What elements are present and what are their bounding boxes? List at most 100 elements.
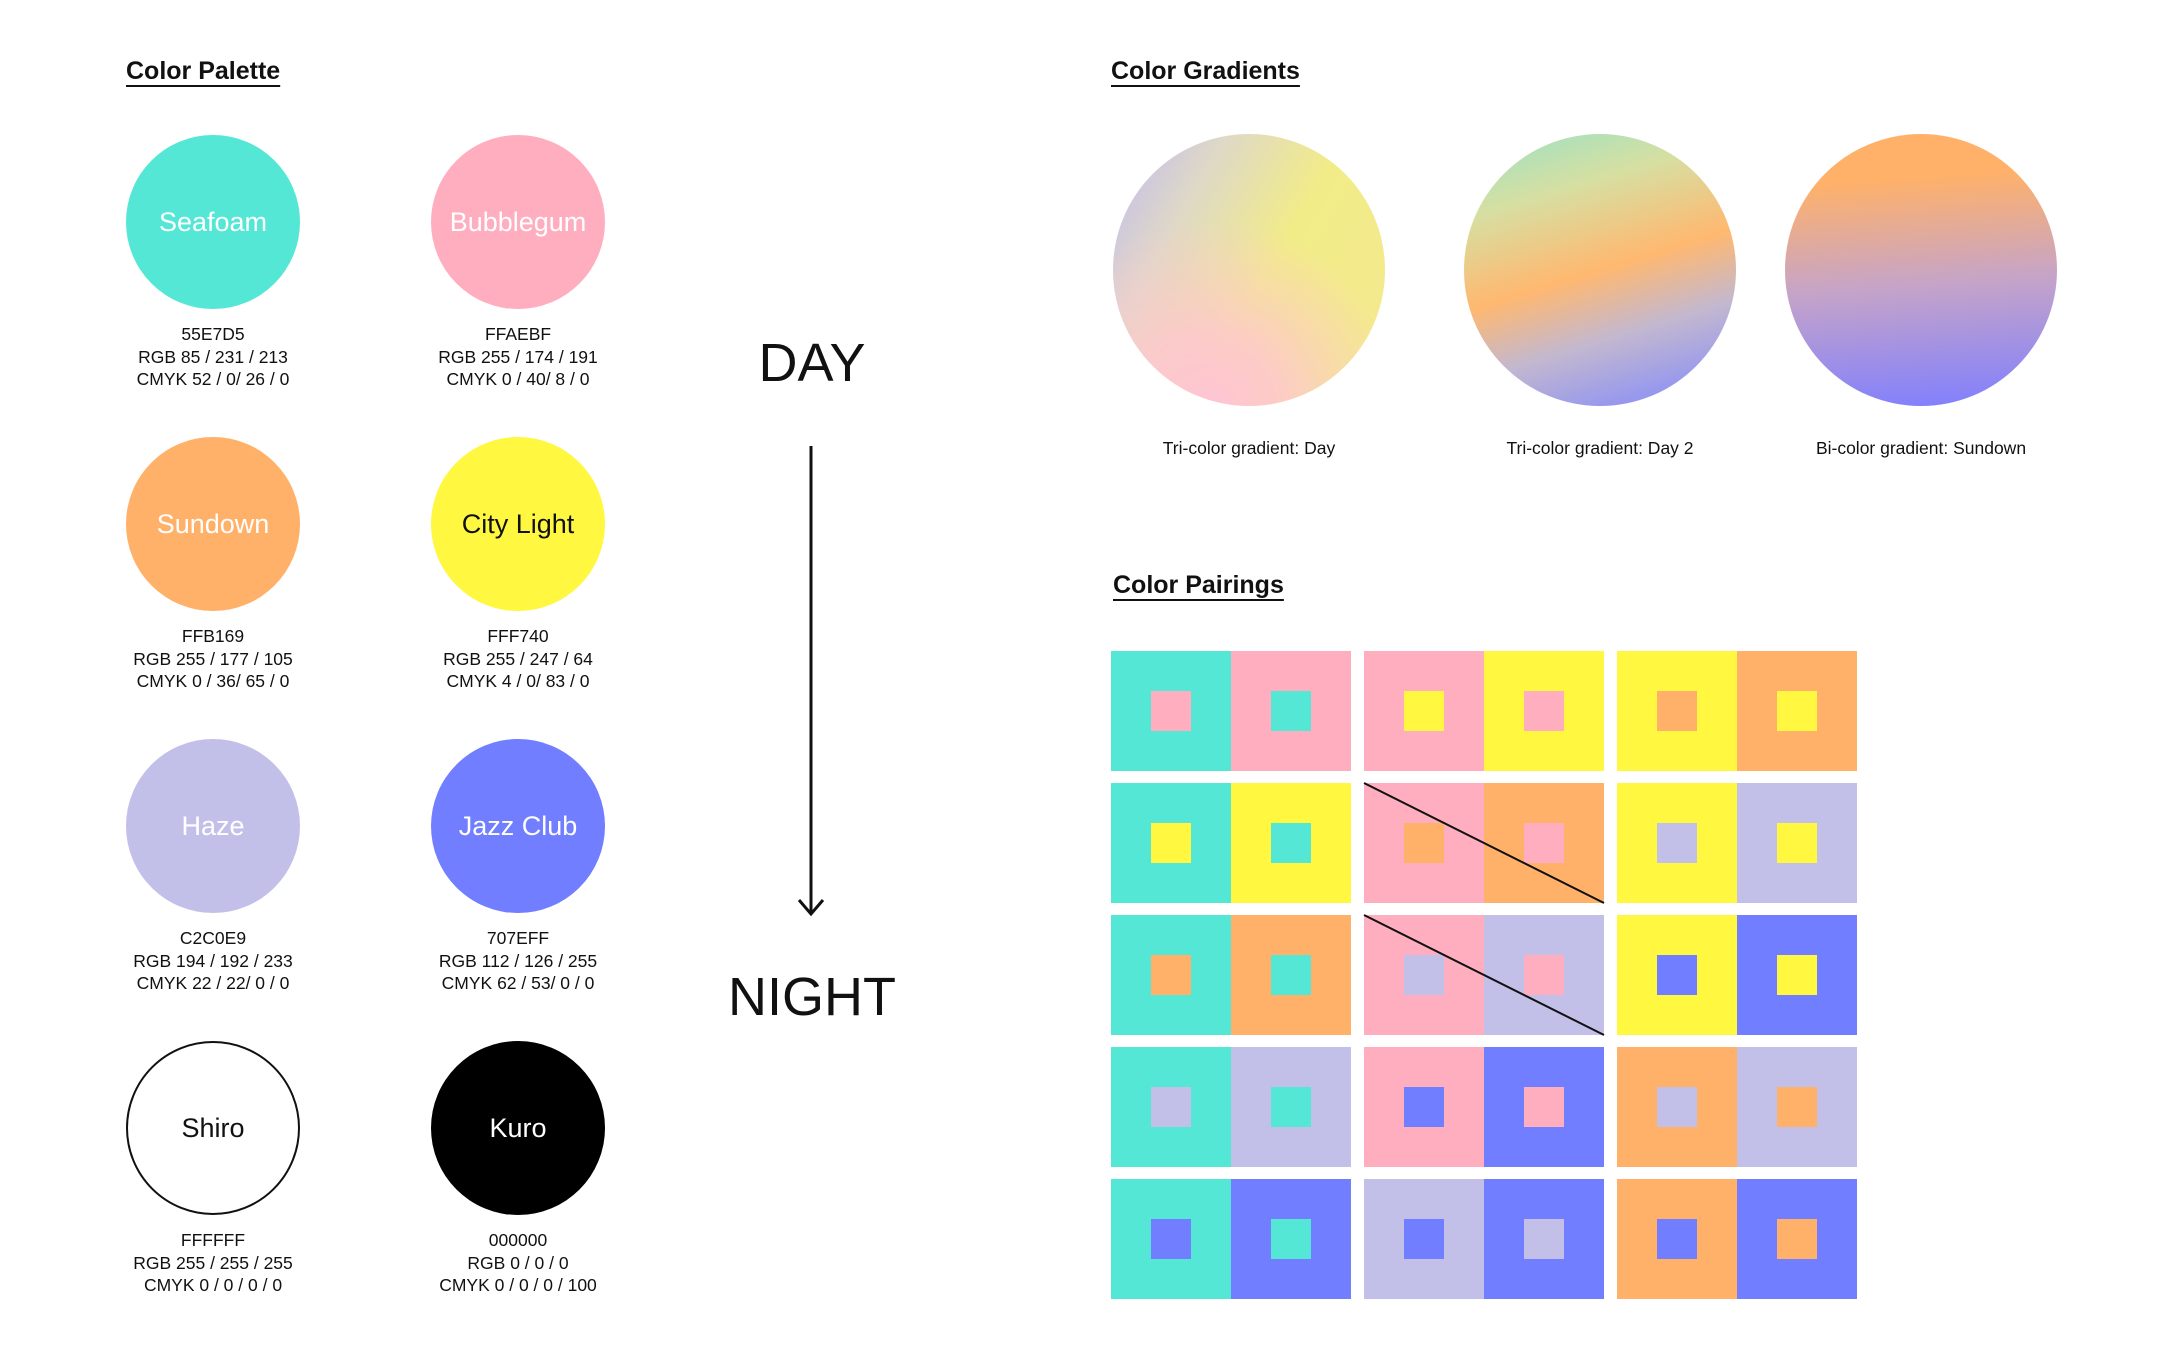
pairing-tile [1737, 915, 1857, 1035]
pairing-inner-square [1777, 691, 1817, 731]
swatch-info-bubblegum: FFAEBF RGB 255 / 174 / 191 CMYK 0 / 40/ 8 … [398, 323, 638, 391]
swatch-hex: 707EFF [486, 928, 550, 948]
pairing-inner-square [1151, 823, 1191, 863]
pairing-tile [1111, 915, 1231, 1035]
swatch-name: Haze [181, 810, 245, 841]
pairing-inner-square [1271, 691, 1311, 731]
pairing-tile [1737, 651, 1857, 771]
pairing-tile [1484, 1179, 1604, 1299]
pairing-inner-square [1657, 691, 1697, 731]
gradient-day [1113, 134, 1385, 406]
pairing-inner-square [1271, 823, 1311, 863]
pairing-inner-square [1524, 1219, 1564, 1259]
pairing-inner-square [1777, 1087, 1817, 1127]
swatch-rgb: RGB 0 / 0 / 0 [467, 1252, 569, 1273]
swatch-sundown: Sundown [126, 437, 300, 611]
pairing-inner-square [1657, 823, 1697, 863]
pairing-tile [1617, 1179, 1737, 1299]
swatch-name: Sundown [156, 508, 270, 539]
pairing-tile [1617, 651, 1737, 771]
swatch-rgb: RGB 255 / 177 / 105 [133, 648, 293, 669]
pairing-tile [1484, 783, 1604, 903]
swatch-hex: FFFFFF [180, 1230, 246, 1250]
pairing-tile [1364, 1179, 1484, 1299]
pairing-inner-square [1777, 955, 1817, 995]
swatch-info-sundown: FFB169 RGB 255 / 177 / 105 CMYK 0 / 36/ 65… [93, 625, 333, 693]
color-palette-title: Color Palette [126, 57, 281, 85]
swatch-hex: FFB169 [181, 626, 245, 646]
swatch-rgb: RGB 255 / 247 / 64 [443, 648, 593, 669]
pairing-inner-square [1524, 955, 1564, 995]
pairing-tile [1231, 915, 1351, 1035]
pairing-inner-square [1524, 1087, 1564, 1127]
pairing-inner-square [1404, 823, 1444, 863]
swatch-cmyk: CMYK 0 / 36/ 65 / 0 [136, 671, 290, 691]
pairing-tile [1737, 1047, 1857, 1167]
pairing-inner-square [1271, 1087, 1311, 1127]
swatch-name: Seafoam [158, 206, 268, 237]
pairing-inner-square [1404, 691, 1444, 731]
swatch-cmyk: CMYK 52 / 0/ 26 / 0 [136, 369, 290, 389]
color-gradients-title: Color Gradients [1111, 57, 1300, 85]
swatch-info-jazz-club: 707EFF RGB 112 / 126 / 255 CMYK 62 / 53/ 0… [398, 927, 638, 995]
swatch-info-shiro: FFFFFF RGB 255 / 255 / 255 CMYK 0 / 0 / 0 … [93, 1229, 333, 1297]
gradient-sundown [1785, 134, 2057, 406]
day-label: DAY [758, 333, 866, 393]
swatch-cmyk: CMYK 4 / 0/ 83 / 0 [446, 671, 590, 691]
swatch-hex: FFF740 [487, 626, 549, 646]
swatch-hex: 000000 [488, 1230, 548, 1250]
swatch-cmyk: CMYK 22 / 22/ 0 / 0 [136, 973, 290, 993]
swatch-rgb: RGB 85 / 231 / 213 [138, 346, 288, 367]
pairing-tile [1484, 1047, 1604, 1167]
swatch-name: City Light [461, 508, 575, 539]
pairing-inner-square [1657, 1087, 1697, 1127]
pairing-tile [1111, 783, 1231, 903]
pairing-inner-square [1151, 691, 1191, 731]
pairing-tile [1737, 1179, 1857, 1299]
pairing-tile [1617, 915, 1737, 1035]
pairing-tile [1231, 1047, 1351, 1167]
pairing-tile [1364, 1047, 1484, 1167]
swatch-rgb: RGB 255 / 174 / 191 [438, 346, 598, 367]
swatch-kuro: Kuro [431, 1041, 605, 1215]
pairing-tile [1231, 783, 1351, 903]
pairing-tile [1364, 915, 1484, 1035]
pairing-inner-square [1404, 1219, 1444, 1259]
swatch-cmyk: CMYK 0 / 40/ 8 / 0 [446, 369, 590, 389]
swatch-info-seafoam: 55E7D5 RGB 85 / 231 / 213 CMYK 52 / 0/ 26 … [93, 323, 333, 391]
swatch-info-city-light: FFF740 RGB 255 / 247 / 64 CMYK 4 / 0/ 83 /… [398, 625, 638, 693]
gradient-day-label: Tri-color gradient: Day [1162, 438, 1336, 458]
pairing-tile [1617, 783, 1737, 903]
swatch-cmyk: CMYK 0 / 0 / 0 / 100 [439, 1275, 597, 1295]
swatch-shiro: Shiro [126, 1041, 300, 1215]
pairing-tile [1364, 783, 1484, 903]
pairing-inner-square [1777, 823, 1817, 863]
pairing-inner-square [1524, 691, 1564, 731]
swatch-hex: C2C0E9 [179, 928, 247, 948]
swatch-rgb: RGB 112 / 126 / 255 [438, 950, 598, 971]
pairing-inner-square [1777, 1219, 1817, 1259]
night-label: NIGHT [728, 967, 896, 1027]
swatch-name: Jazz Club [458, 810, 578, 841]
swatch-name: Kuro [489, 1112, 547, 1143]
pairing-inner-square [1151, 955, 1191, 995]
pairing-inner-square [1657, 955, 1697, 995]
swatch-rgb: RGB 255 / 255 / 255 [133, 1252, 293, 1273]
pairing-tile [1231, 1179, 1351, 1299]
swatch-hex: FFAEBF [484, 324, 552, 344]
pairing-tile [1231, 651, 1351, 771]
pairing-inner-square [1524, 823, 1564, 863]
pairing-tile [1484, 915, 1604, 1035]
pairing-tile [1737, 783, 1857, 903]
pairing-tile [1484, 651, 1604, 771]
swatch-info-kuro: 000000 RGB 0 / 0 / 0 CMYK 0 / 0 / 0 / 100 [398, 1229, 638, 1297]
swatch-name: Bubblegum [449, 206, 587, 237]
swatch-city-light: City Light [431, 437, 605, 611]
pairing-tile [1364, 651, 1484, 771]
pairing-tile [1617, 1047, 1737, 1167]
pairing-inner-square [1404, 1087, 1444, 1127]
swatch-cmyk: CMYK 62 / 53/ 0 / 0 [441, 973, 595, 993]
gradient-sundown-label: Bi-color gradient: Sundown [1815, 438, 2027, 458]
swatch-jazz-club: Jazz Club [431, 739, 605, 913]
swatch-bubblegum: Bubblegum [431, 135, 605, 309]
